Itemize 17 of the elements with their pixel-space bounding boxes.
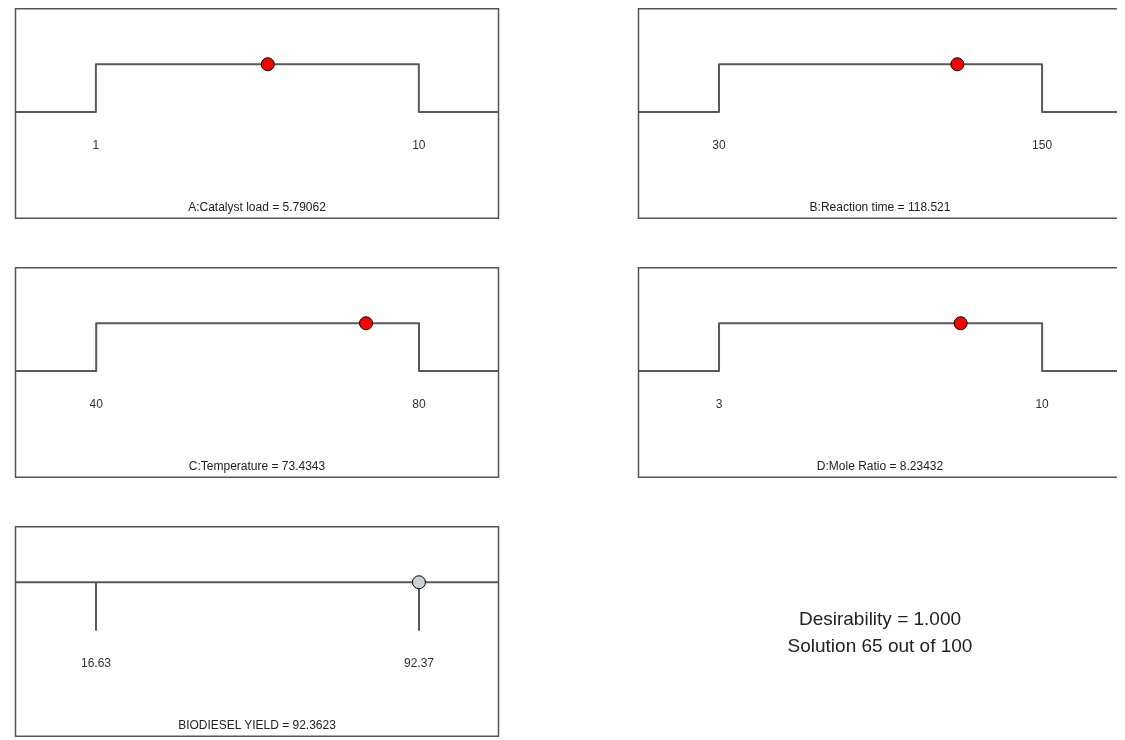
x-axis-title: BIODIESEL YIELD = 92.3623	[178, 718, 337, 733]
x-tick-label: 30	[712, 137, 726, 152]
x-axis-title: B:Reaction time = 118.521	[809, 200, 951, 215]
x-tick-label: 3	[715, 396, 723, 411]
x-axis-title: D:Mole Ratio = 8.23432	[816, 459, 944, 474]
x-tick-label: 40	[89, 396, 104, 411]
x-tick-label: 80	[412, 396, 426, 411]
x-tick-label: 16.63	[80, 655, 112, 670]
x-axis-title: C:Temperature = 73.4343	[188, 459, 326, 474]
x-tick-label: 10	[412, 137, 426, 152]
x-tick-label: 1	[92, 137, 100, 152]
text: Desirability = 1.000	[798, 606, 962, 631]
text: Solution 65 out of 100	[787, 633, 973, 658]
x-tick-label: 92.37	[403, 655, 435, 670]
x-tick-label: 10	[1035, 396, 1050, 411]
x-tick-label: 150	[1032, 137, 1053, 152]
x-axis-title: A:Catalyst load = 5.79062	[188, 200, 327, 215]
